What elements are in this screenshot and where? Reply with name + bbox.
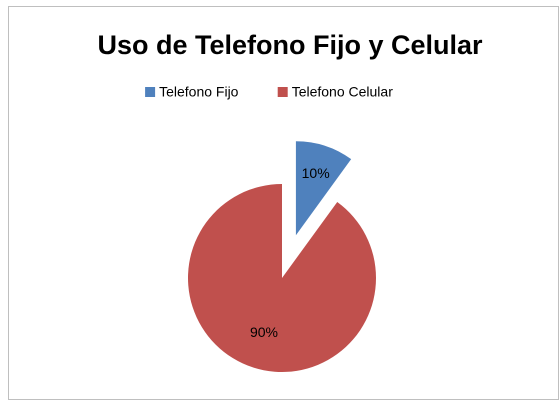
data-label: 10% [302, 165, 330, 181]
legend-swatch [277, 87, 288, 97]
pie-slice [295, 141, 352, 236]
legend-swatch [145, 87, 156, 97]
chart-title: Uso de Telefono Fijo y Celular [97, 30, 483, 60]
data-label: 90% [250, 324, 278, 340]
legend-label: Telefono Celular [292, 84, 394, 100]
legend-label: Telefono Fijo [159, 84, 239, 100]
pie-slice [187, 184, 376, 372]
